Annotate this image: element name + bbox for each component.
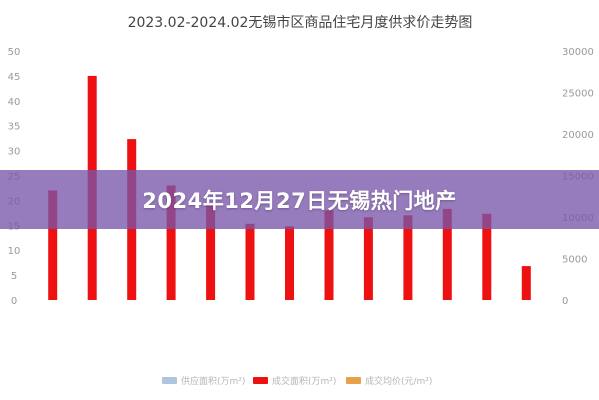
right-axis-tick: 5000 <box>562 255 587 266</box>
bar <box>521 266 531 300</box>
right-axis-tick: 0 <box>562 296 568 307</box>
right-axis-tick: 25000 <box>562 89 594 100</box>
left-axis-tick: 45 <box>8 72 21 83</box>
legend-swatch <box>162 377 177 384</box>
bar <box>48 190 58 300</box>
bar <box>482 213 492 300</box>
bar <box>166 185 176 300</box>
chart-title: 2023.02-2024.02无锡市区商品住宅月度供求价走势图 <box>128 14 473 31</box>
right-axis-tick: 30000 <box>562 47 594 58</box>
legend-label: 成交均价(元/m²) <box>365 375 432 387</box>
bar <box>285 226 294 300</box>
legend-swatch <box>253 377 268 384</box>
left-axis-tick: 5 <box>11 271 17 282</box>
legend: 供应面积(万m²) 成交面积(万m²) 成交均价(元/m²) <box>162 375 432 387</box>
left-axis-tick: 30 <box>8 147 21 158</box>
bar <box>403 215 413 300</box>
legend-label: 供应面积(万m²) <box>181 375 245 387</box>
left-axis-tick: 35 <box>8 122 21 133</box>
left-axis-tick: 10 <box>8 246 21 257</box>
bar <box>245 223 255 300</box>
headline-text: 2024年12月27日无锡热门地产 <box>142 188 457 213</box>
bar <box>206 205 216 300</box>
right-axis-tick: 20000 <box>562 130 594 141</box>
bar <box>442 208 452 300</box>
bar <box>363 217 373 300</box>
left-axis-tick: 50 <box>8 47 21 58</box>
left-axis-tick: 40 <box>8 97 21 108</box>
legend-label: 成交面积(万m²) <box>272 375 336 387</box>
legend-swatch <box>346 377 361 384</box>
bar <box>324 210 334 300</box>
left-axis-tick: 0 <box>11 296 17 307</box>
headline-banner: 2024年12月27日无锡热门地产 <box>0 170 599 229</box>
